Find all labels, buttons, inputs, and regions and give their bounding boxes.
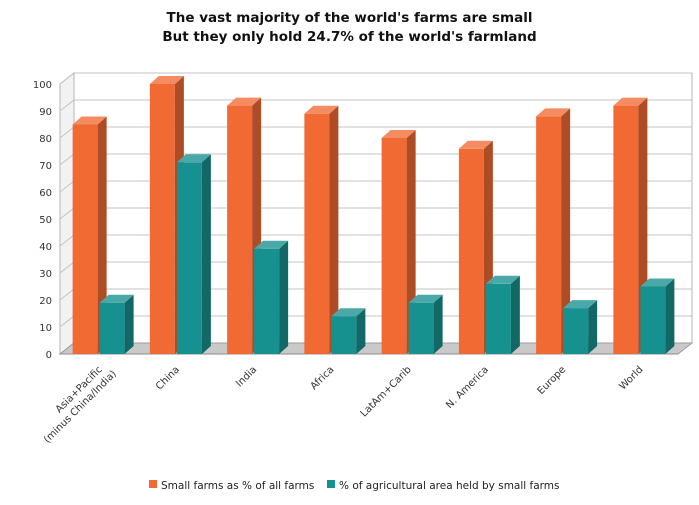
category-label: N. America	[444, 364, 491, 411]
bar-top	[304, 105, 339, 114]
gridline	[59, 99, 692, 112]
legend-item-agri-area: % of agricultural area held by small far…	[327, 480, 560, 492]
bar-side	[124, 294, 134, 354]
legend-swatch	[149, 480, 157, 488]
bar-agri-area	[254, 240, 289, 354]
bar-side	[433, 294, 443, 354]
bar-agri-area	[640, 278, 675, 354]
bar-top	[227, 97, 262, 106]
bar-front	[176, 162, 202, 354]
bar-top	[640, 278, 675, 287]
bar-top	[536, 108, 571, 117]
bar-small-farms	[72, 116, 107, 354]
bar-small-farms	[536, 108, 571, 355]
bar-side	[356, 308, 366, 354]
bar-front	[381, 138, 407, 354]
bar-front	[563, 308, 589, 354]
y-tick-label: 90	[39, 107, 52, 118]
y-tick-label: 40	[39, 242, 52, 253]
bar-side	[665, 278, 675, 354]
bar-group	[72, 116, 134, 354]
bar-side	[510, 275, 520, 354]
bar-small-farms	[381, 130, 416, 354]
plot-area: 0 10 20 30 40 50 60 70 80 90 100 Asia+Pacific(minus…	[33, 71, 694, 492]
y-tick-label: 10	[39, 323, 52, 334]
bar-side	[329, 105, 339, 354]
bar-group	[149, 76, 211, 354]
y-tick-label: 100	[33, 80, 52, 91]
bar-agri-area	[99, 294, 134, 354]
bar-side	[588, 300, 598, 354]
y-tick-label: 30	[39, 269, 52, 280]
chart-title: The vast majority of the world's farms a…	[167, 10, 533, 26]
bar-front	[408, 302, 434, 354]
bar-front	[536, 116, 562, 355]
bar-front	[254, 248, 280, 354]
legend-label: Small farms as % of all farms	[161, 480, 314, 492]
bar-agri-area	[408, 294, 443, 354]
y-tick-label: 70	[39, 161, 52, 172]
category-label: Africa	[309, 364, 337, 392]
bar-group	[304, 105, 366, 354]
y-tick-label: 20	[39, 296, 52, 307]
bar-top	[408, 294, 443, 303]
bar-top	[331, 308, 366, 317]
legend-swatch	[327, 480, 335, 488]
bar-front	[227, 105, 253, 354]
bar-group	[458, 140, 520, 354]
gridline	[59, 72, 692, 85]
category-label: India	[234, 364, 259, 389]
bar-agri-area	[176, 154, 211, 354]
category-label: Asia+Pacific(minus China/India)	[33, 359, 119, 445]
bar-small-farms	[304, 105, 339, 354]
bar-top	[563, 300, 598, 309]
bar-agri-area	[563, 300, 598, 354]
bar-side	[97, 116, 107, 354]
bar-side	[279, 240, 289, 354]
category-label: China	[154, 364, 182, 392]
bar-agri-area	[331, 308, 366, 354]
y-tick-label: 60	[39, 188, 52, 199]
y-tick-label: 0	[46, 350, 52, 361]
bar-top	[458, 140, 493, 149]
bar-top	[176, 154, 211, 163]
bar-front	[304, 113, 330, 354]
bar-front	[485, 283, 511, 354]
y-tick-label: 80	[39, 134, 52, 145]
legend-item-small-farms: Small farms as % of all farms	[149, 480, 314, 492]
bar-group	[227, 97, 289, 354]
bar-top	[99, 294, 134, 303]
bar-front	[72, 124, 98, 354]
bar-group	[613, 97, 675, 354]
legend-label: % of agricultural area held by small far…	[339, 480, 560, 492]
legend: Small farms as % of all farms % of agricu…	[149, 480, 560, 492]
category-label: LatAm+Carib	[359, 364, 414, 419]
bar-top	[485, 275, 520, 284]
category-label: World	[617, 364, 645, 392]
bar-group	[536, 108, 598, 355]
bar-top	[149, 76, 184, 84]
bar-front	[99, 302, 125, 354]
bar-agri-area	[485, 275, 520, 354]
bar-top	[254, 240, 289, 249]
bar-front	[458, 148, 484, 354]
category-label: Europe	[536, 364, 569, 397]
bar-front	[640, 286, 666, 354]
bar-top	[381, 130, 416, 138]
bar-side	[406, 130, 416, 354]
bar-top	[613, 97, 648, 106]
bar-top	[72, 116, 107, 125]
y-tick-label: 50	[39, 215, 52, 226]
chart-subtitle: But they only hold 24.7% of the world's …	[162, 29, 536, 45]
bar-group	[381, 130, 443, 354]
bar-front	[149, 84, 175, 354]
bar-front	[613, 105, 639, 354]
bar-side	[201, 154, 211, 354]
bar-front	[331, 316, 357, 354]
bar-side	[561, 108, 571, 355]
